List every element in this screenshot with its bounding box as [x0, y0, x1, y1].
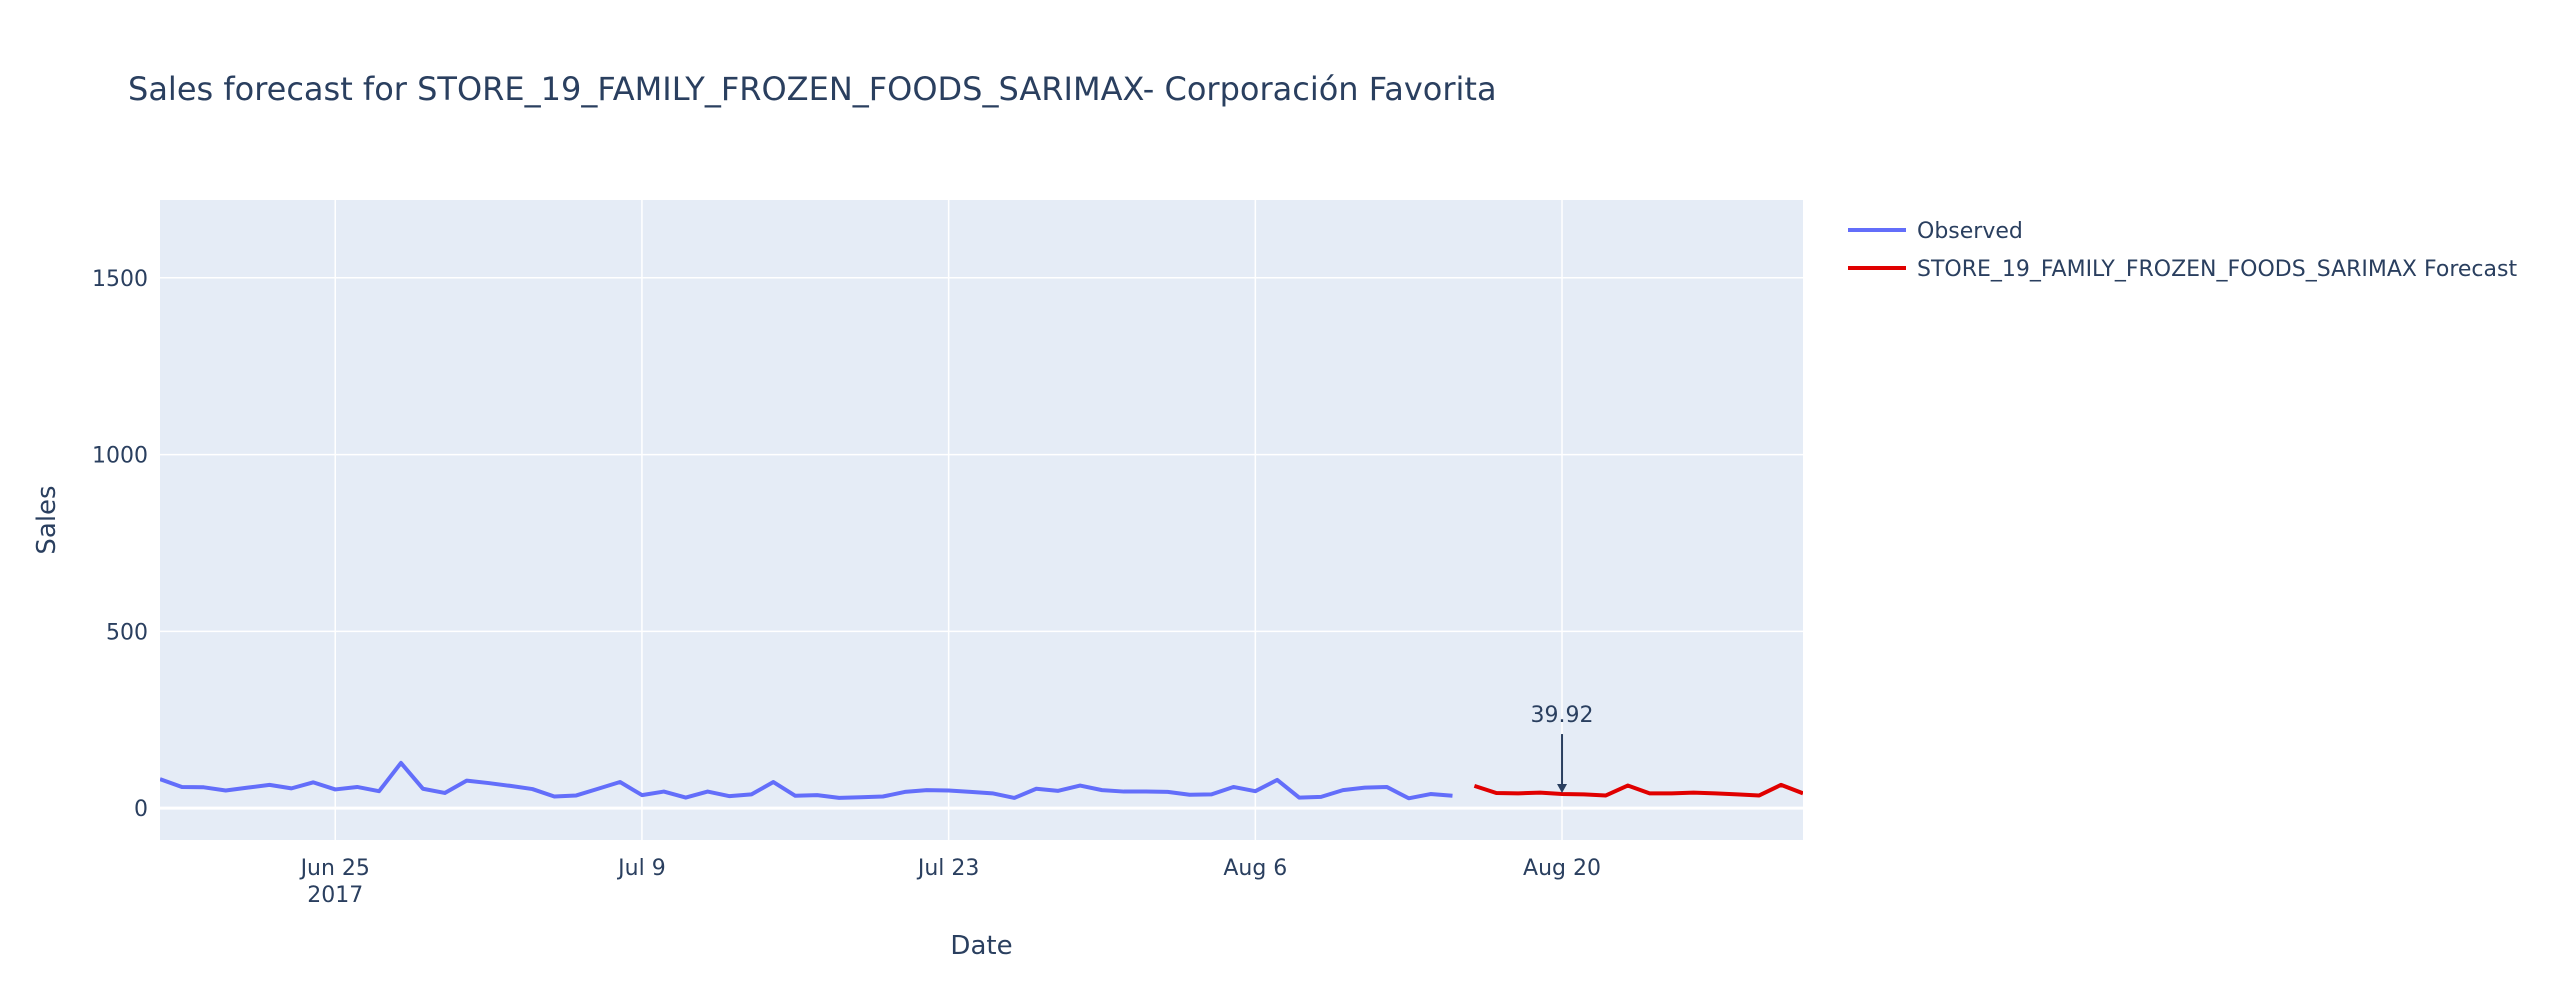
annotation-label: 39.92	[1531, 703, 1594, 728]
y-axis-ticks: 0 500 1000 1500	[92, 267, 148, 822]
y-tick-label: 500	[106, 620, 148, 645]
y-tick-label: 1000	[92, 444, 148, 469]
series-line-observed[interactable]	[160, 760, 1453, 801]
annotation-arrowhead	[1557, 784, 1568, 794]
x-tick-label: Jul 23	[916, 856, 980, 881]
x-axis-title: Date	[950, 931, 1012, 961]
annotation: 39.92	[1531, 703, 1594, 794]
legend[interactable]: Observed STORE_19_FAMILY_FROZEN_FOODS_SAR…	[1848, 219, 2517, 282]
x-tick-label: Aug 6	[1223, 856, 1287, 881]
gridlines	[160, 200, 1803, 840]
x-tick-label: Jul 9	[616, 856, 666, 881]
series-group	[160, 760, 1803, 801]
legend-label: STORE_19_FAMILY_FROZEN_FOODS_SARIMAX For…	[1917, 257, 2517, 282]
x-tick-year-label: 2017	[307, 883, 363, 908]
x-tick-label: Jun 25	[299, 856, 370, 881]
y-tick-label: 1500	[92, 267, 148, 292]
legend-item-forecast[interactable]: STORE_19_FAMILY_FROZEN_FOODS_SARIMAX For…	[1848, 257, 2517, 282]
legend-label: Observed	[1917, 219, 2023, 244]
x-tick-label: Aug 20	[1523, 856, 1601, 881]
y-axis-title: Sales	[32, 485, 62, 554]
y-tick-label: 0	[134, 797, 148, 822]
plot-area	[160, 200, 1803, 840]
legend-item-observed[interactable]: Observed	[1848, 219, 2023, 244]
chart-title: Sales forecast for STORE_19_FAMILY_FROZE…	[128, 70, 1497, 108]
series-line-forecast[interactable]	[1473, 782, 1803, 798]
